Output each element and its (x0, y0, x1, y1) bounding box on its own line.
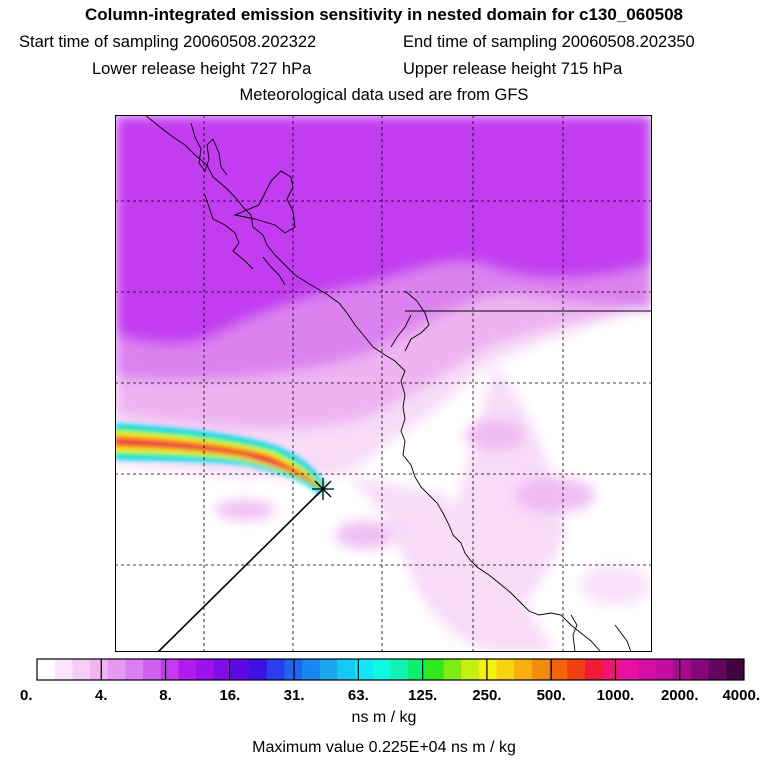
color-bar-cell (72, 659, 91, 680)
color-bar-cell (107, 659, 126, 680)
color-bar-cell (213, 659, 232, 680)
map-frame (115, 115, 652, 652)
color-bar-cell (655, 659, 674, 680)
color-bar-tick-label: 125. (408, 687, 437, 704)
color-bar-cell (90, 659, 109, 680)
page-title: Column-integrated emission sensitivity i… (84, 5, 684, 24)
upper-release-height: Upper release height 715 hPa (403, 60, 622, 79)
coastline (614, 624, 632, 652)
color-bar-cell (390, 659, 409, 680)
upper-release-value: 715 hPa (560, 60, 623, 78)
color-bar-cell (319, 659, 338, 680)
sensitivity-patch (215, 500, 275, 520)
color-bar-tick-label: 500. (537, 687, 566, 704)
lower-release-value: 727 hPa (249, 60, 312, 78)
color-bar-cell (584, 659, 603, 680)
color-bar-cell (690, 659, 710, 680)
lower-release-label: Lower release height (92, 60, 246, 78)
color-bar-cell (160, 659, 179, 680)
color-bar-cells (37, 659, 745, 680)
end-time-label: End time of sampling (403, 33, 558, 51)
coastline (233, 170, 296, 234)
coastline (190, 122, 228, 176)
color-bar-cell (726, 659, 745, 680)
color-bar-cell (143, 659, 162, 680)
coastline (404, 290, 430, 352)
maximum-value: Maximum value 0.225E+04 ns m / kg (0, 739, 768, 757)
color-bar-cell (302, 659, 321, 680)
color-bar-tick-label: 2000. (661, 687, 699, 704)
color-bar-cell (514, 659, 533, 680)
end-time-value: 20060508.202350 (561, 33, 695, 51)
color-bar-cell (125, 659, 144, 680)
coastline (262, 256, 286, 286)
color-bar-cell (196, 659, 215, 680)
coastlines (144, 115, 652, 652)
color-bar-cell (549, 659, 568, 680)
color-bar: 0. 4. 8. 16. 31. 63. 125. 250. 500. 1000. 2000. 400… (20, 658, 760, 704)
color-bar-tick-label: 0. (20, 687, 33, 704)
color-bar-cell (443, 659, 462, 680)
color-bar-tick-label: 250. (472, 687, 501, 704)
color-bar-cell (337, 659, 356, 680)
start-time-value: 20060508.202322 (183, 33, 317, 51)
release-point-marker (312, 478, 334, 500)
color-bar-cell (478, 659, 497, 680)
color-bar-unit: ns m / kg (351, 709, 417, 726)
color-bar-cell (355, 659, 374, 680)
plume-core (115, 440, 320, 489)
start-time: Start time of sampling 20060508.202322 (19, 33, 316, 52)
coastline (204, 194, 254, 270)
color-bar-cell (54, 659, 73, 680)
maximum-value-unit: ns m / kg (450, 739, 516, 756)
color-bar-cell (284, 659, 303, 680)
maximum-value-number: 0.225E+04 (368, 739, 447, 756)
color-bar-cell (602, 659, 621, 680)
color-bar-cell (37, 659, 56, 680)
sensitivity-patch (515, 477, 595, 513)
coastline (570, 614, 578, 652)
sensitivity-map (115, 115, 652, 652)
color-bar-cell (531, 659, 550, 680)
start-time-label: Start time of sampling (19, 33, 179, 51)
color-bar-cell (372, 659, 391, 680)
sensitivity-field-dark (115, 115, 652, 345)
color-bar-tick-label: 31. (284, 687, 305, 704)
color-bar-cell (620, 659, 639, 680)
flight-track (157, 488, 324, 652)
color-bar-cell (249, 659, 268, 680)
sensitivity-field-pale-south (345, 475, 555, 652)
sensitivity-patch (465, 420, 525, 450)
color-bar-cell (425, 659, 444, 680)
color-bar-cell (567, 659, 586, 680)
color-bar-frame (36, 658, 745, 681)
color-bar-tick-labels: 0. 4. 8. 16. 31. 63. 125. 250. 500. 1000. 2000. 400… (20, 687, 760, 704)
end-time: End time of sampling 20060508.202350 (403, 33, 695, 52)
color-bar-cell (496, 659, 515, 680)
coastline (390, 314, 412, 348)
color-bar-cell (708, 659, 727, 680)
sensitivity-patch (335, 521, 395, 549)
color-bar-cell (673, 659, 692, 680)
color-bar-cell (266, 659, 285, 680)
color-bar-tick-label: 4. (95, 687, 108, 704)
color-bar-cell (637, 659, 657, 680)
color-bar-cell (178, 659, 197, 680)
maximum-value-label: Maximum value (252, 739, 365, 756)
color-bar-tick-label: 8. (159, 687, 172, 704)
color-bar-tick-label: 16. (219, 687, 240, 704)
color-bar-tick-label: 4000. (722, 687, 760, 704)
sensitivity-patch (580, 565, 650, 605)
color-bar-cell (231, 659, 250, 680)
color-bar-cell (408, 659, 427, 680)
color-bar-tick-label: 63. (348, 687, 369, 704)
color-bar-tick-label: 1000. (597, 687, 635, 704)
upper-release-label: Upper release height (403, 60, 557, 78)
color-bar-dividers (100, 659, 681, 680)
color-bar-cell (461, 659, 480, 680)
plume-band (115, 435, 322, 489)
lower-release-height: Lower release height 727 hPa (92, 60, 311, 79)
met-data-note: Meteorological data used are from GFS (239, 86, 529, 104)
coastline (144, 115, 602, 652)
